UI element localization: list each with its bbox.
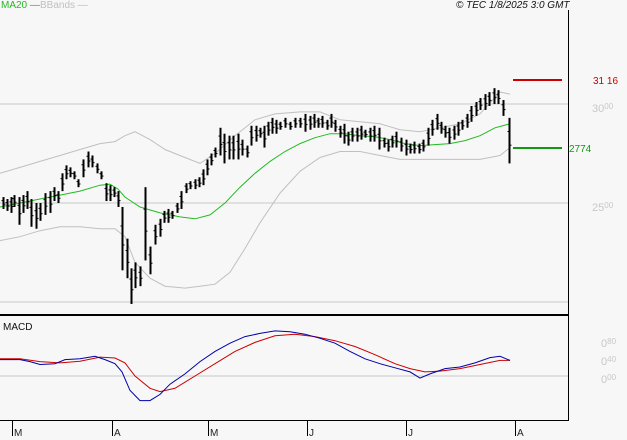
ma20-value-label: 2774 bbox=[569, 144, 592, 155]
axis-label-decimals: 40 bbox=[607, 355, 617, 364]
axis-label-main: 0 bbox=[601, 356, 608, 368]
copyright-timestamp: © TEC 1/8/2025 3:0 GMT bbox=[456, 0, 570, 11]
ma20-line bbox=[0, 123, 511, 220]
legend-ma20: MA20 — bbox=[1, 0, 40, 11]
axis-label-decimals: 00 bbox=[607, 373, 617, 382]
legend-bbands: BBands — bbox=[40, 0, 88, 11]
axis-label-decimals: 00 bbox=[604, 201, 614, 210]
macd-axis-label-080: 080 bbox=[601, 337, 616, 350]
price-axis-label-2500: 2500 bbox=[592, 201, 613, 214]
macd-signal-line bbox=[0, 333, 510, 393]
x-axis-label: M bbox=[210, 428, 219, 439]
macd-axis-label-040: 040 bbox=[601, 355, 616, 368]
macd-axis-label-000: 000 bbox=[601, 373, 616, 386]
x-axis-label: A bbox=[114, 428, 121, 439]
x-axis-label: J bbox=[309, 428, 314, 439]
last-price-label: 31 16 bbox=[593, 76, 619, 87]
bband-lower-line bbox=[0, 147, 511, 289]
axis-label-main: 0 bbox=[601, 338, 608, 350]
macd-panel-title: MACD bbox=[3, 322, 33, 333]
axis-label-main: 25 bbox=[592, 202, 605, 214]
axis-label-main: 30 bbox=[592, 103, 605, 115]
x-axis-label: M bbox=[14, 428, 23, 439]
axis-label-decimals: 80 bbox=[607, 337, 617, 346]
price-axis-label-3000: 3000 bbox=[592, 102, 613, 115]
x-axis-label: A bbox=[517, 428, 524, 439]
axis-label-decimals: 00 bbox=[604, 102, 614, 111]
bband-upper-line bbox=[0, 91, 511, 174]
macd-line bbox=[0, 330, 511, 402]
x-axis-label: J bbox=[408, 428, 413, 439]
axis-label-main: 0 bbox=[601, 374, 608, 386]
